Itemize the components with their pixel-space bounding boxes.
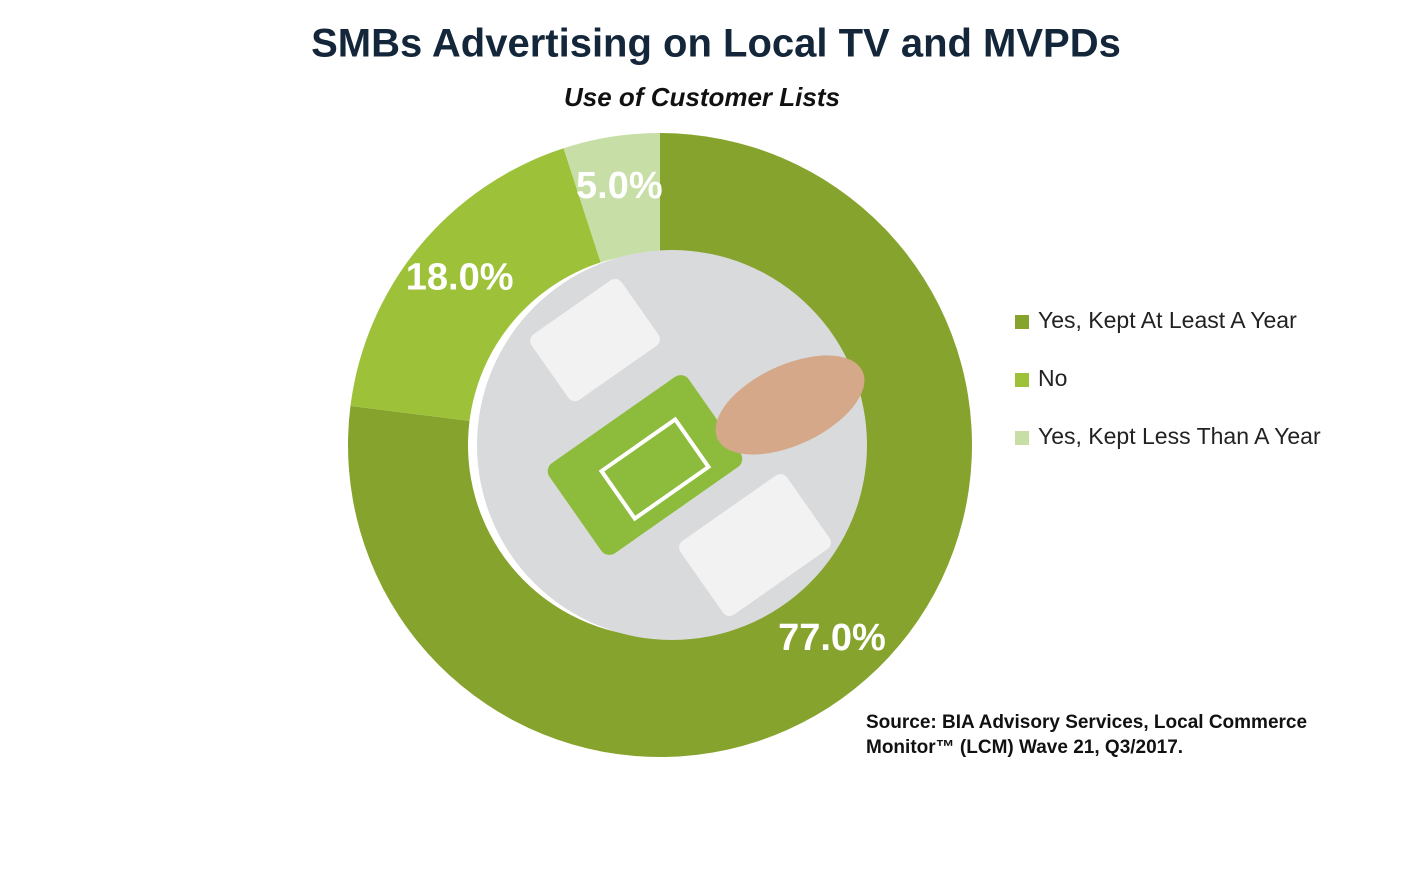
envelope bbox=[598, 416, 712, 522]
key bbox=[530, 278, 660, 402]
chart-subtitle: Use of Customer Lists bbox=[564, 82, 840, 112]
chart-title: SMBs Advertising on Local TV and MVPDs bbox=[311, 22, 1121, 66]
data-label: 77.0% bbox=[778, 617, 886, 659]
legend-label: No bbox=[1038, 365, 1067, 391]
legend-swatch bbox=[1015, 431, 1029, 445]
donut-slice bbox=[348, 133, 973, 757]
donut-slice bbox=[350, 148, 601, 421]
center-image bbox=[477, 250, 867, 640]
legend-label: Yes, Kept Less Than A Year bbox=[1038, 423, 1321, 449]
legend-label: Yes, Kept At Least A Year bbox=[1038, 307, 1297, 333]
finger bbox=[715, 355, 865, 455]
legend-swatch bbox=[1015, 373, 1029, 387]
source-note: Source: BIA Advisory Services, Local Com… bbox=[866, 712, 1308, 758]
key bbox=[679, 473, 831, 617]
data-label: 18.0% bbox=[406, 256, 514, 298]
donut-slice bbox=[563, 133, 660, 263]
legend-swatch bbox=[1015, 315, 1029, 329]
green-key bbox=[547, 375, 743, 555]
data-label: 5.0% bbox=[576, 165, 663, 207]
